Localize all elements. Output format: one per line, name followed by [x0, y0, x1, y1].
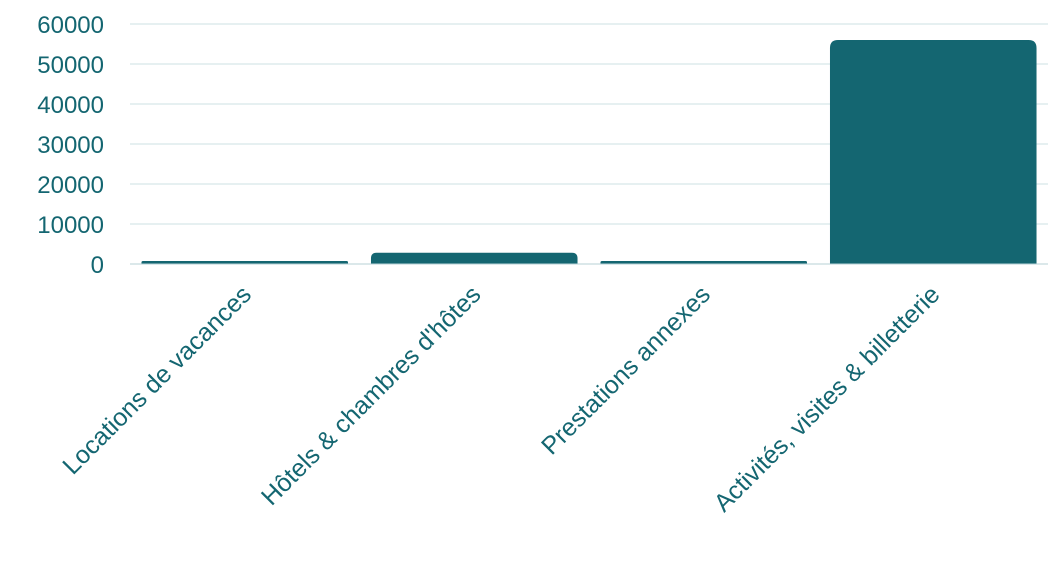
y-tick-label: 20000: [37, 172, 104, 199]
bars: [141, 40, 1037, 264]
x-category-label: Locations de vacances: [57, 280, 257, 480]
bar-1: [141, 261, 349, 264]
y-tick-label: 50000: [37, 52, 104, 79]
y-tick-label: 40000: [37, 92, 104, 119]
y-axis-tick-labels: 0 10000 20000 30000 40000 50000 60000: [37, 12, 104, 279]
y-tick-label: 60000: [37, 12, 104, 39]
bar-2: [370, 252, 578, 264]
y-tick-label: 30000: [37, 132, 104, 159]
y-tick-label: 10000: [37, 212, 104, 239]
x-category-label: Prestations annexes: [536, 280, 716, 460]
x-category-label: Hôtels & chambres d'hôtes: [256, 280, 487, 511]
bar-3: [600, 261, 808, 264]
y-tick-label: 0: [91, 252, 104, 279]
x-category-label: Activités, visites & billetterie: [709, 280, 946, 517]
bar-4: [829, 40, 1037, 264]
